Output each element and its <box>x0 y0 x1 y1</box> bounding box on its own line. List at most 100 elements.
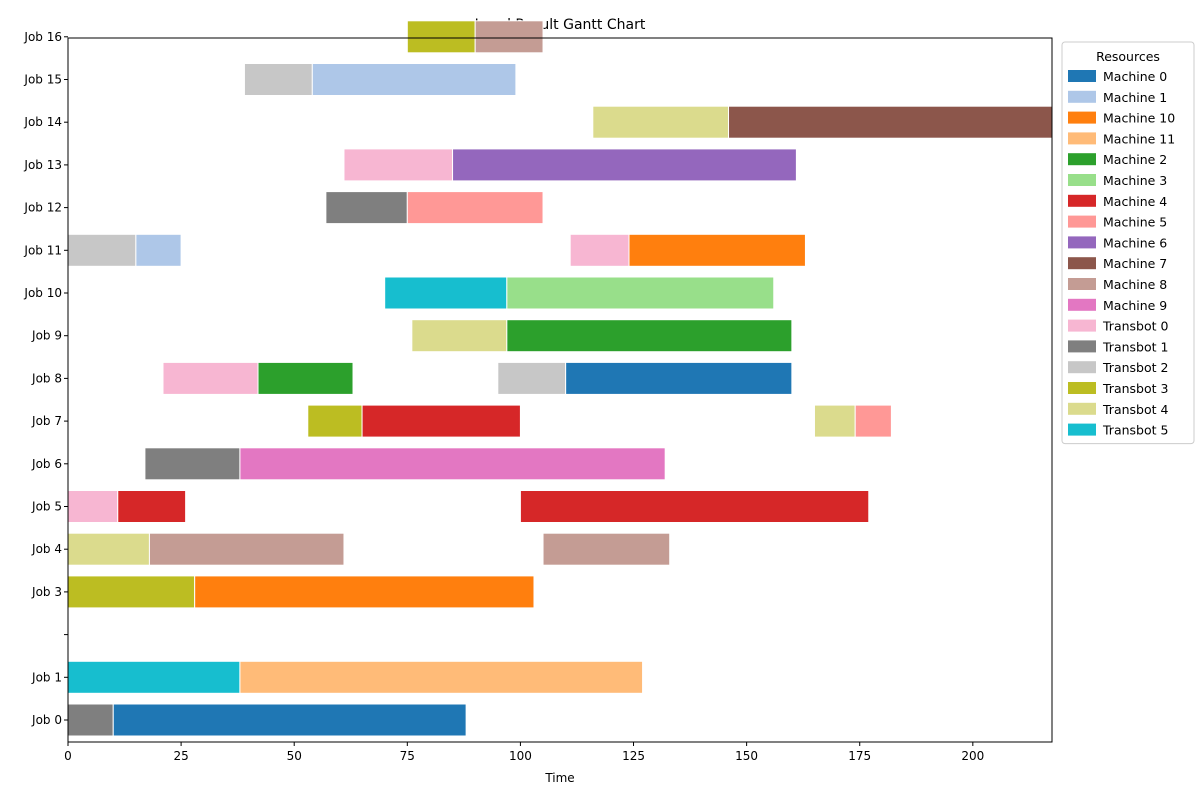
legend-swatch <box>1068 319 1096 332</box>
task-bar <box>519 490 870 523</box>
legend-entry-label: Machine 6 <box>1103 235 1167 250</box>
legend-entry-label: Transbot 1 <box>1102 339 1168 354</box>
y-tick-label: Job 3 <box>31 585 62 599</box>
legend-entry-label: Machine 5 <box>1103 215 1167 230</box>
task-bar <box>506 319 793 353</box>
x-tick-label: 175 <box>848 749 871 763</box>
task-bar <box>148 532 345 566</box>
y-tick-label: Job 10 <box>23 286 62 300</box>
x-tick-label: 100 <box>509 749 532 763</box>
task-bar <box>67 703 114 737</box>
y-tick-label: Job 8 <box>31 371 62 385</box>
legend-entry-label: Machine 10 <box>1103 111 1175 126</box>
legend-swatch <box>1068 340 1096 353</box>
x-tick-label: 50 <box>287 749 302 763</box>
task-bar <box>257 361 354 395</box>
task-bar <box>854 404 892 438</box>
task-bar <box>325 191 408 225</box>
y-tick-label: Job 13 <box>23 158 62 172</box>
x-axis: 0 25 50 75 100 125 150 175 200 <box>64 742 984 763</box>
legend: Resources Machine 0 Machine 1 Machine 10 Mac… <box>1061 41 1195 445</box>
legend-entry-label: Machine 3 <box>1103 173 1167 188</box>
legend-swatch <box>1068 215 1096 228</box>
y-tick-label: Job 15 <box>23 73 62 87</box>
y-tick-label: Job 7 <box>31 414 62 428</box>
legend-entry-label: Machine 4 <box>1103 194 1167 209</box>
legend-swatch <box>1068 111 1096 124</box>
legend-entry-label: Transbot 0 <box>1102 319 1168 334</box>
task-bar <box>343 148 454 182</box>
task-bar <box>361 404 521 438</box>
legend-entry-label: Transbot 4 <box>1102 402 1168 417</box>
y-tick-label: Job 1 <box>31 670 62 684</box>
legend-entry-label: Machine 2 <box>1103 152 1167 167</box>
legend-entry-label: Machine 1 <box>1103 90 1167 105</box>
x-tick-label: 75 <box>400 749 415 763</box>
legend-swatch <box>1068 174 1096 186</box>
legend-swatch <box>1068 298 1096 311</box>
x-tick-label: 25 <box>173 749 188 763</box>
legend-swatch <box>1068 278 1096 290</box>
task-bar <box>565 361 793 395</box>
task-bar <box>239 447 666 481</box>
legend-swatch <box>1068 153 1096 166</box>
y-tick-label: Job 6 <box>31 457 62 471</box>
task-bar <box>307 404 363 438</box>
legend-swatch <box>1068 236 1096 249</box>
task-bars <box>67 20 1053 737</box>
task-bar <box>384 276 508 310</box>
legend-title: Resources <box>1096 49 1160 64</box>
legend-entry-label: Machine 0 <box>1103 69 1167 84</box>
legend-entry-label: Transbot 5 <box>1102 423 1168 438</box>
task-bar <box>311 63 517 96</box>
task-bar <box>411 319 508 353</box>
task-bar <box>506 276 775 310</box>
legend-swatch <box>1068 257 1096 270</box>
task-bar <box>67 233 137 267</box>
task-bar <box>628 233 806 267</box>
x-tick-label: 125 <box>622 749 645 763</box>
plot-frame <box>67 37 1053 743</box>
task-bar <box>117 490 187 523</box>
legend-entry-label: Machine 8 <box>1103 277 1167 292</box>
x-tick-label: 200 <box>961 749 984 763</box>
legend-entry-label: Machine 9 <box>1103 298 1167 313</box>
task-bar <box>406 191 544 225</box>
task-bar <box>135 233 182 267</box>
y-tick-label: Job 16 <box>23 30 62 44</box>
legend-swatch <box>1068 402 1096 415</box>
y-tick-label: Job 11 <box>23 243 62 257</box>
y-tick-label: Job 4 <box>31 542 62 556</box>
task-bar <box>194 575 535 609</box>
legend-swatch <box>1068 132 1096 145</box>
legend-entry-label: Transbot 2 <box>1102 360 1168 375</box>
legend-swatch <box>1068 382 1096 394</box>
y-tick-label: Job 5 <box>31 500 62 514</box>
y-tick-label: Job 0 <box>31 713 62 727</box>
task-bar <box>67 532 150 566</box>
legend-swatch <box>1068 361 1096 374</box>
task-bar <box>243 63 313 96</box>
task-bar <box>406 20 476 54</box>
task-bar <box>728 105 1053 139</box>
legend-swatch <box>1068 194 1096 207</box>
task-bar <box>813 404 856 438</box>
x-axis-label: Time <box>544 771 574 785</box>
task-bar <box>569 233 630 267</box>
legend-swatch <box>1068 70 1096 82</box>
legend-entry-label: Machine 7 <box>1103 256 1167 271</box>
legend-entry-label: Machine 11 <box>1103 131 1175 146</box>
x-tick-label: 150 <box>735 749 758 763</box>
task-bar <box>239 660 644 694</box>
x-tick-label: 0 <box>64 749 72 763</box>
y-tick-label: Job 12 <box>23 201 62 215</box>
y-tick-label: Job 14 <box>23 115 62 129</box>
task-bar <box>144 447 241 481</box>
task-bar <box>67 660 241 694</box>
task-bar <box>67 575 196 609</box>
task-bar <box>452 148 797 182</box>
legend-swatch <box>1068 423 1096 436</box>
task-bar <box>67 490 119 523</box>
task-bar <box>474 20 544 54</box>
